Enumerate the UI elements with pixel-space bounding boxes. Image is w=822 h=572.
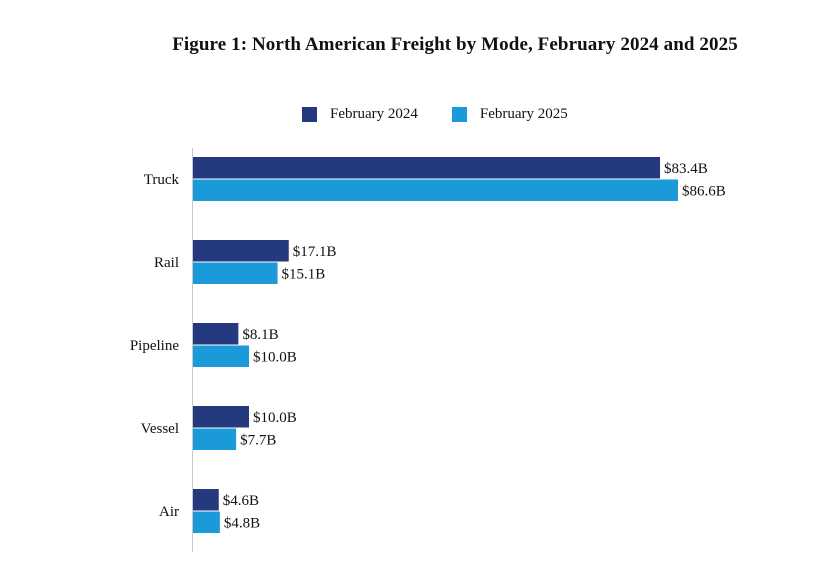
legend-swatch-series-1	[302, 107, 317, 122]
category-label-rail: Rail	[154, 255, 179, 271]
data-label-air-series-2: $4.8B	[224, 515, 260, 531]
bar-truck-series-1	[193, 157, 661, 179]
bar-air-series-1	[193, 489, 219, 511]
legend: February 2024 February 2025	[302, 106, 602, 123]
bar-vessel-series-2	[193, 428, 237, 450]
data-label-rail-series-2: $15.1B	[282, 266, 326, 282]
category-label-pipeline: Pipeline	[130, 338, 180, 354]
data-label-pipeline-series-2: $10.0B	[253, 349, 297, 365]
data-label-pipeline-series-1: $8.1B	[242, 327, 278, 343]
bar-rail-series-1	[193, 240, 289, 262]
category-label-vessel: Vessel	[141, 421, 179, 437]
bar-air-series-2	[193, 511, 220, 533]
data-label-truck-series-1: $83.4B	[664, 161, 708, 177]
bar-pipeline-series-1	[193, 323, 239, 345]
data-label-air-series-1: $4.6B	[223, 493, 259, 509]
bar-vessel-series-1	[193, 406, 249, 428]
bar-pipeline-series-2	[193, 345, 249, 367]
data-label-vessel-series-1: $10.0B	[253, 410, 297, 426]
chart-title: Figure 1: North American Freight by Mode…	[172, 34, 738, 55]
legend-label-series-1: February 2024	[330, 106, 418, 122]
legend-label-series-2: February 2025	[479, 106, 568, 122]
legend-item-series-2: February 2025	[451, 106, 568, 123]
bars-layer	[193, 157, 678, 533]
data-label-vessel-series-2: $7.7B	[240, 432, 276, 448]
category-label-air: Air	[159, 504, 179, 520]
data-label-rail-series-1: $17.1B	[293, 244, 337, 260]
bar-rail-series-2	[193, 262, 278, 284]
data-label-truck-series-2: $86.6B	[682, 183, 726, 199]
category-label-truck: Truck	[144, 172, 180, 188]
labels-layer: Truck $83.4B $86.6B Rail $17.1B $15.1B Pipelin…	[130, 161, 726, 532]
legend-swatch-series-2	[451, 107, 467, 122]
bar-truck-series-2	[193, 179, 678, 201]
legend-item-series-1: February 2024	[302, 106, 418, 123]
